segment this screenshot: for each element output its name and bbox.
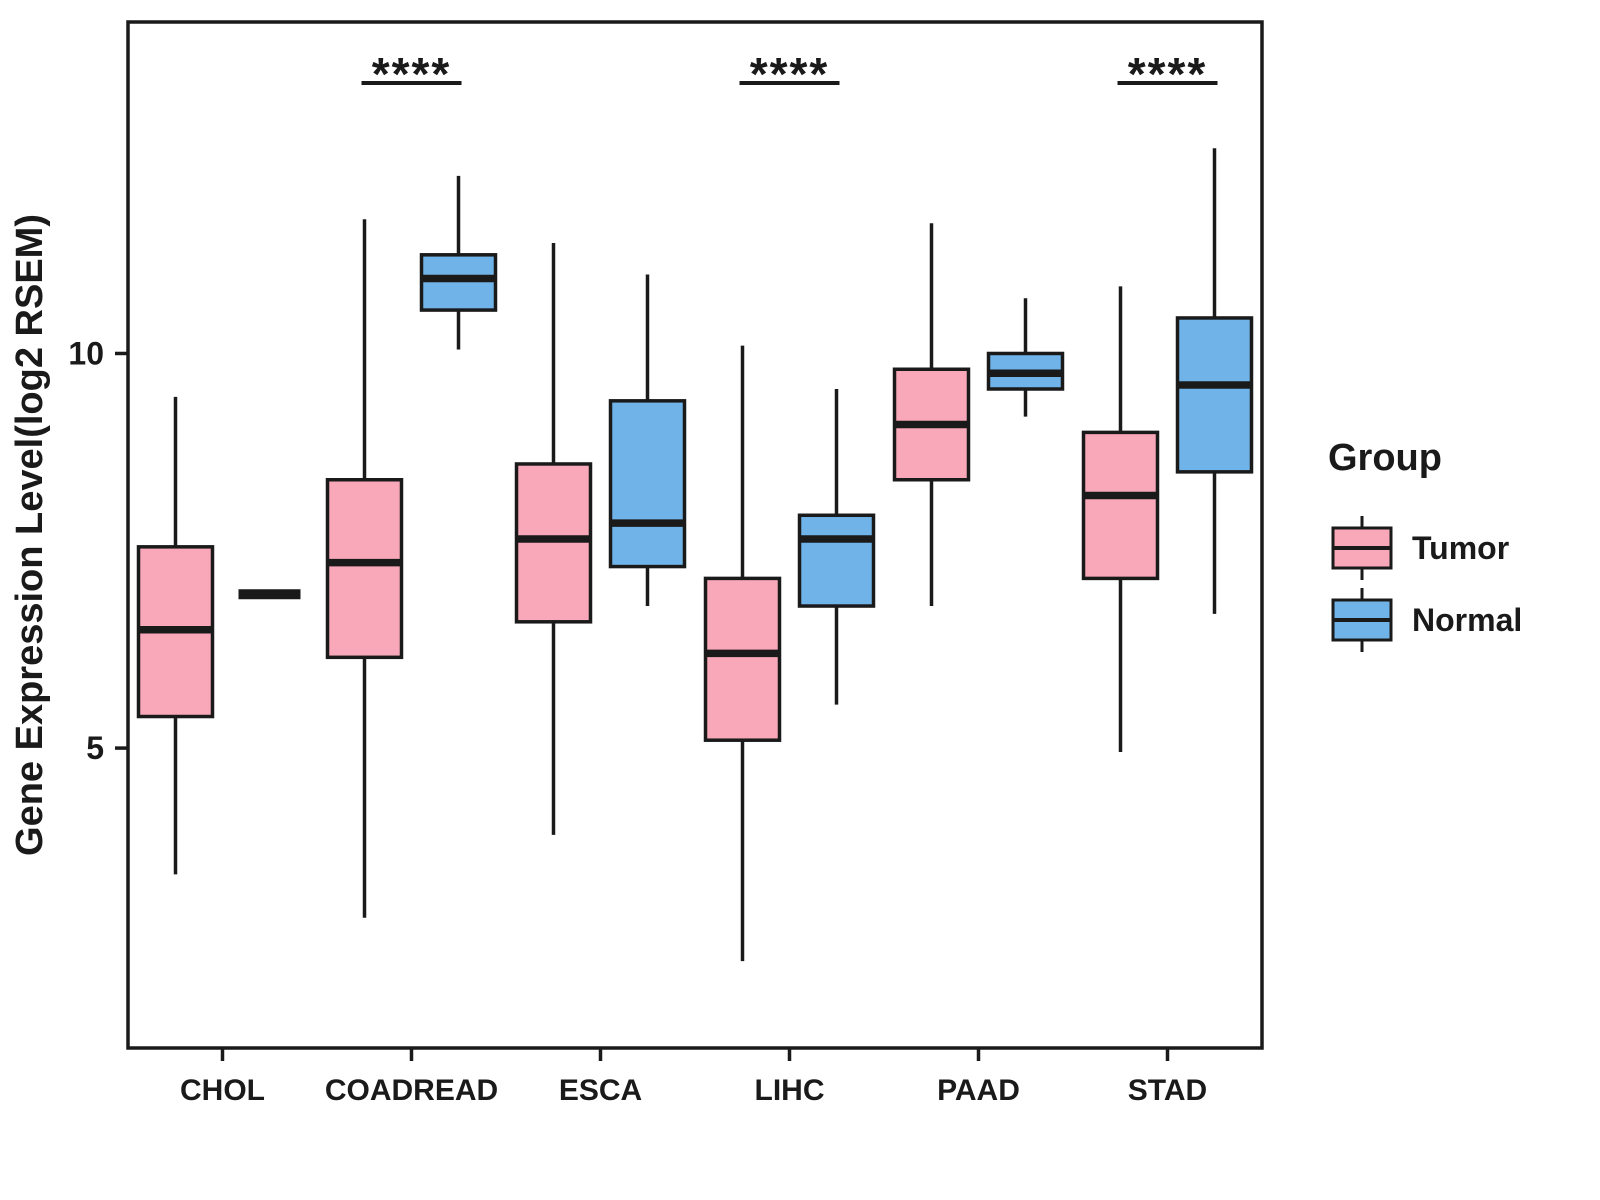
y-tick-label: 5 xyxy=(86,730,104,766)
x-tick-label-chol: CHOL xyxy=(180,1074,265,1107)
y-tick-label: 10 xyxy=(68,335,104,371)
panel-border xyxy=(126,20,1264,1050)
box-normal-stad xyxy=(1175,316,1254,474)
significance-stars-stad: **** xyxy=(1128,48,1208,100)
box-tumor-lihc xyxy=(703,576,782,742)
legend-label-normal: Normal xyxy=(1412,602,1522,638)
significance-stars-coadread: **** xyxy=(372,48,452,100)
x-tick-label-esca: ESCA xyxy=(559,1074,642,1107)
legend-title: Group xyxy=(1328,437,1442,479)
significance-stars-lihc: **** xyxy=(750,48,830,100)
box-tumor-stad xyxy=(1081,430,1160,581)
box-tumor-esca xyxy=(514,462,593,624)
box-tumor-coadread xyxy=(325,478,404,660)
x-tick-label-lihc: LIHC xyxy=(755,1074,825,1107)
y-axis-title: Gene Expression Level(log2 RSEM) xyxy=(9,214,51,856)
box-normal-lihc xyxy=(797,513,876,608)
x-tick-label-paad: PAAD xyxy=(937,1074,1020,1107)
x-tick-label-stad: STAD xyxy=(1128,1074,1207,1107)
x-tick-label-coadread: COADREAD xyxy=(325,1074,498,1107)
box-normal-esca xyxy=(608,399,687,569)
legend-label-tumor: Tumor xyxy=(1412,530,1509,566)
box-normal-coadread xyxy=(419,253,498,312)
